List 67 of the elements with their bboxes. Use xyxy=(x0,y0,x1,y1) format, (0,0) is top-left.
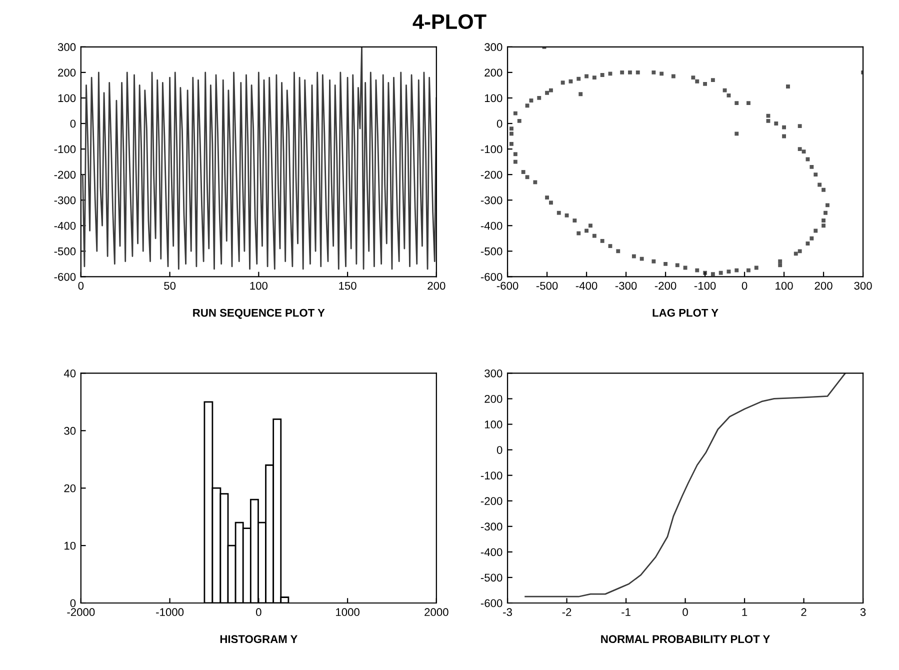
y-tick-label: 0 xyxy=(496,120,502,128)
y-tick-label: 100 xyxy=(58,94,76,102)
y-tick-label: 200 xyxy=(484,395,502,403)
x-tick-label: 100 xyxy=(250,282,268,290)
x-tick-label: 50 xyxy=(164,282,176,290)
x-tick-label: 150 xyxy=(339,282,356,290)
x-tick-label: 100 xyxy=(776,282,793,290)
y-tick-label: 40 xyxy=(64,369,76,378)
x-axis-title: RUN SEQUENCE PLOT Y xyxy=(193,308,325,319)
y-tick-label: -100 xyxy=(54,145,76,154)
y-tick-label: 200 xyxy=(58,68,76,77)
x-tick-label: -400 xyxy=(576,282,598,290)
x-tick-label: 200 xyxy=(428,282,446,290)
y-tick-label: -300 xyxy=(480,522,502,531)
y-tick-label: -500 xyxy=(480,574,502,582)
y-tick-label: -100 xyxy=(480,472,502,480)
x-tick-label: 2000 xyxy=(424,608,448,616)
y-tick-label: -500 xyxy=(480,247,502,256)
y-tick-label: -400 xyxy=(480,222,502,230)
y-tick-label: 10 xyxy=(64,542,76,550)
y-tick-label: 300 xyxy=(484,369,502,378)
y-tick-label: 0 xyxy=(70,599,76,608)
x-axis-title: NORMAL PROBABILITY PLOT Y xyxy=(601,635,770,644)
y-tick-label: 300 xyxy=(484,43,502,52)
x-tick-label: 2 xyxy=(801,608,806,616)
y-tick-label: 200 xyxy=(484,68,502,77)
x-tick-label: 0 xyxy=(682,608,688,616)
x-tick-label: 200 xyxy=(814,282,832,290)
y-tick-label: -200 xyxy=(54,170,76,179)
y-tick-label: 20 xyxy=(64,484,76,492)
y-tick-label: 30 xyxy=(64,426,76,435)
x-tick-label: -2000 xyxy=(67,608,95,616)
x-tick-label: 0 xyxy=(256,608,262,616)
y-tick-label: -600 xyxy=(480,272,502,281)
x-axis-title: LAG PLOT Y xyxy=(652,308,718,317)
x-tick-label: -500 xyxy=(536,282,558,290)
line-series xyxy=(524,373,846,598)
y-tick-label: -300 xyxy=(54,196,76,204)
x-tick-label: 300 xyxy=(854,282,872,290)
x-tick-label: -300 xyxy=(615,282,637,290)
y-tick-label: 100 xyxy=(484,420,502,428)
chart-title: 4-PLOT xyxy=(412,14,486,30)
x-tick-label: -3 xyxy=(503,608,512,616)
y-tick-label: -200 xyxy=(480,497,502,506)
x-tick-label: 0 xyxy=(742,282,748,290)
y-tick-label: -100 xyxy=(480,145,502,154)
y-tick-label: 300 xyxy=(58,43,76,52)
y-tick-label: -600 xyxy=(480,599,502,608)
y-tick-label: 0 xyxy=(70,120,76,128)
y-tick-label: -200 xyxy=(480,170,502,179)
x-tick-label: 1 xyxy=(742,608,748,616)
x-tick-label: 0 xyxy=(78,282,84,290)
y-tick-label: 0 xyxy=(496,446,502,454)
y-tick-label: -600 xyxy=(54,272,76,281)
y-tick-label: -500 xyxy=(54,247,76,256)
x-tick-label: -100 xyxy=(694,282,716,290)
y-tick-label: -400 xyxy=(480,548,502,556)
x-tick-label: 3 xyxy=(860,608,866,616)
x-tick-label: -1000 xyxy=(156,608,184,616)
y-tick-label: -400 xyxy=(54,222,76,230)
y-tick-label: 100 xyxy=(484,94,502,102)
x-tick-label: -2 xyxy=(562,608,572,616)
x-axis-title: HISTOGRAM Y xyxy=(220,635,298,644)
x-tick-label: -1 xyxy=(622,608,630,616)
x-tick-label: -200 xyxy=(654,282,676,290)
y-tick-label: -300 xyxy=(480,196,502,204)
x-tick-label: 1000 xyxy=(336,608,360,616)
